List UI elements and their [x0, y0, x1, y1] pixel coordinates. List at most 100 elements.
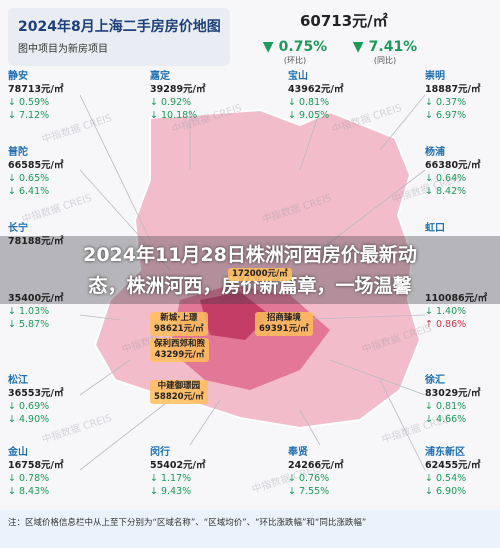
project-label: 保利西郊和煦 43299元/㎡ — [150, 338, 210, 362]
district-name: 普陀 — [8, 147, 28, 158]
yoy-box: ▼ 7.41% (同比) — [345, 36, 425, 66]
yoy-label: (同比) — [373, 56, 397, 65]
district-price: 110086元/㎡ — [425, 293, 488, 304]
district-yoy: ↓ 4.66% — [425, 414, 467, 425]
district-card: 松江 36553元/㎡ ↓ 0.69% ↓ 4.90% — [8, 374, 80, 426]
district-name: 长宁 — [8, 223, 28, 234]
district-yoy: ↓ 10.18% — [150, 110, 198, 121]
district-yoy: ↓ 9.43% — [150, 486, 192, 497]
district-card: 奉贤 24266元/㎡ ↓ 0.76% ↓ 7.55% — [288, 446, 360, 498]
project-label: 招商臻境 69391元/㎡ — [255, 312, 313, 336]
district-card: 宝山 43962元/㎡ ↓ 0.81% ↓ 9.05% — [288, 70, 360, 122]
district-yoy: ↓ 5.87% — [8, 319, 50, 330]
district-name: 虹口 — [425, 223, 445, 234]
district-price: 83029元/㎡ — [425, 388, 481, 399]
district-price: 66380元/㎡ — [425, 160, 481, 171]
mom-arrow: ▼ — [262, 39, 274, 55]
leader-lines — [79, 94, 426, 471]
project-price: 58820元/㎡ — [154, 392, 204, 402]
footnote: 注：区域价格信息栏中从上至下分别为“区域名称”、“区域均价”、“环比涨跌幅”和“… — [8, 518, 367, 528]
district-mom: ↓ 0.81% — [425, 401, 467, 412]
district-price: 24266元/㎡ — [288, 460, 344, 471]
project-label: 中建御璟园 58820元/㎡ — [150, 380, 208, 404]
map-center — [200, 292, 270, 340]
project-label: 172000元/㎡ — [228, 268, 292, 281]
yoy-change: 7.41% — [368, 39, 418, 55]
district-mom: ↓ 0.54% — [425, 473, 467, 484]
district-card: 35400元/㎡ ↓ 1.03% ↓ 5.87% — [8, 292, 80, 331]
district-card: 虹口 — [425, 222, 497, 235]
project-name: 招商臻境 — [266, 313, 301, 323]
district-price: 36553元/㎡ — [8, 388, 64, 399]
overlay-title: 2024年11月28日株洲河西房价最新动 态，株洲河西，房价新篇章，一场温馨 — [0, 240, 500, 302]
district-card: 普陀 66585元/㎡ ↓ 0.65% ↓ 6.41% — [8, 146, 80, 198]
district-mom: ↓ 0.78% — [8, 473, 50, 484]
district-mom: ↓ 0.59% — [8, 97, 50, 108]
district-mom: ↓ 0.76% — [288, 473, 330, 484]
project-name: 保利西郊和煦 — [154, 339, 206, 349]
overlay-line: 态，株洲河西，房价新篇章，一场温馨 — [88, 275, 412, 297]
district-name: 杨浦 — [425, 147, 445, 158]
district-name: 崇明 — [425, 71, 445, 82]
district-price: 78188元/㎡ — [8, 236, 64, 247]
district-name: 金山 — [8, 447, 28, 458]
district-name: 松江 — [8, 375, 28, 386]
district-card: 崇明 18887元/㎡ ↓ 0.37% ↓ 6.97% — [425, 70, 497, 122]
district-price: 43962元/㎡ — [288, 84, 344, 95]
district-price: 78713元/㎡ — [8, 84, 64, 95]
district-price: 16758元/㎡ — [8, 460, 64, 471]
district-yoy: ↓ 6.97% — [425, 110, 467, 121]
district-mom: ↓ 0.92% — [150, 97, 192, 108]
project-price: 43299元/㎡ — [154, 350, 205, 360]
district-card: 浦东新区 62455元/㎡ ↓ 0.54% ↓ 6.90% — [425, 446, 497, 498]
district-yoy: ↓ 6.90% — [425, 486, 467, 497]
district-mom: ↓ 1.17% — [150, 473, 192, 484]
title: 2024年8月上海二手房房价地图 — [18, 19, 221, 35]
district-name: 静安 — [8, 71, 28, 82]
district-yoy: ↓ 4.90% — [8, 414, 50, 425]
district-name: 宝山 — [288, 71, 308, 82]
district-mom: ↓ 1.03% — [8, 306, 50, 317]
district-price: 66585元/㎡ — [8, 160, 64, 171]
average-price: 60713元/㎡ — [300, 12, 388, 30]
district-name: 嘉定 — [150, 71, 170, 82]
district-card: 长宁 78188元/㎡ — [8, 222, 80, 248]
district-yoy: ↑ 0.86% — [425, 319, 467, 330]
district-mom: ↓ 0.65% — [8, 173, 50, 184]
district-yoy: ↓ 7.12% — [8, 110, 50, 121]
district-yoy: ↓ 8.43% — [8, 486, 50, 497]
yoy-arrow: ▼ — [352, 39, 364, 55]
district-mom: ↓ 0.64% — [425, 173, 467, 184]
district-card: 静安 78713元/㎡ ↓ 0.59% ↓ 7.12% — [8, 70, 80, 122]
district-mom: ↓ 1.40% — [425, 306, 467, 317]
project-price: 98621元/㎡ — [154, 324, 204, 334]
project-price: 69391元/㎡ — [259, 324, 309, 334]
district-card: 闵行 55402元/㎡ ↓ 1.17% ↓ 9.43% — [150, 446, 222, 498]
overlay-line: 2024年11月28日株洲河西房价最新动 — [83, 244, 417, 266]
district-yoy: ↓ 7.55% — [288, 486, 330, 497]
district-card: 徐汇 83029元/㎡ ↓ 0.81% ↓ 4.66% — [425, 374, 497, 426]
footer-band — [0, 510, 500, 548]
district-yoy: ↓ 8.42% — [425, 186, 467, 197]
district-name: 徐汇 — [425, 375, 445, 386]
project-name: 新城·上璟 — [160, 313, 198, 323]
district-card: 金山 16758元/㎡ ↓ 0.78% ↓ 8.43% — [8, 446, 80, 498]
district-mom: ↓ 0.37% — [425, 97, 467, 108]
district-name: 浦东新区 — [425, 447, 465, 458]
project-name: 中建御璟园 — [157, 381, 201, 391]
district-price: 18887元/㎡ — [425, 84, 481, 95]
district-name: 奉贤 — [288, 447, 308, 458]
district-price: 62455元/㎡ — [425, 460, 481, 471]
mom-box: ▼ 0.75% (环比) — [255, 36, 335, 66]
district-card: 杨浦 66380元/㎡ ↓ 0.64% ↓ 8.42% — [425, 146, 497, 198]
district-mom: ↓ 0.81% — [288, 97, 330, 108]
title-box — [8, 8, 230, 66]
subtitle: 图中项目为新房项目 — [18, 44, 108, 55]
district-card: 嘉定 39289元/㎡ ↓ 0.92% ↓ 10.18% — [150, 70, 222, 122]
district-card: 110086元/㎡ ↓ 1.40% ↑ 0.86% — [425, 292, 497, 331]
mom-label: (环比) — [283, 56, 307, 65]
district-mom: ↓ 0.69% — [8, 401, 50, 412]
district-price: 35400元/㎡ — [8, 293, 64, 304]
district-price: 55402元/㎡ — [150, 460, 206, 471]
